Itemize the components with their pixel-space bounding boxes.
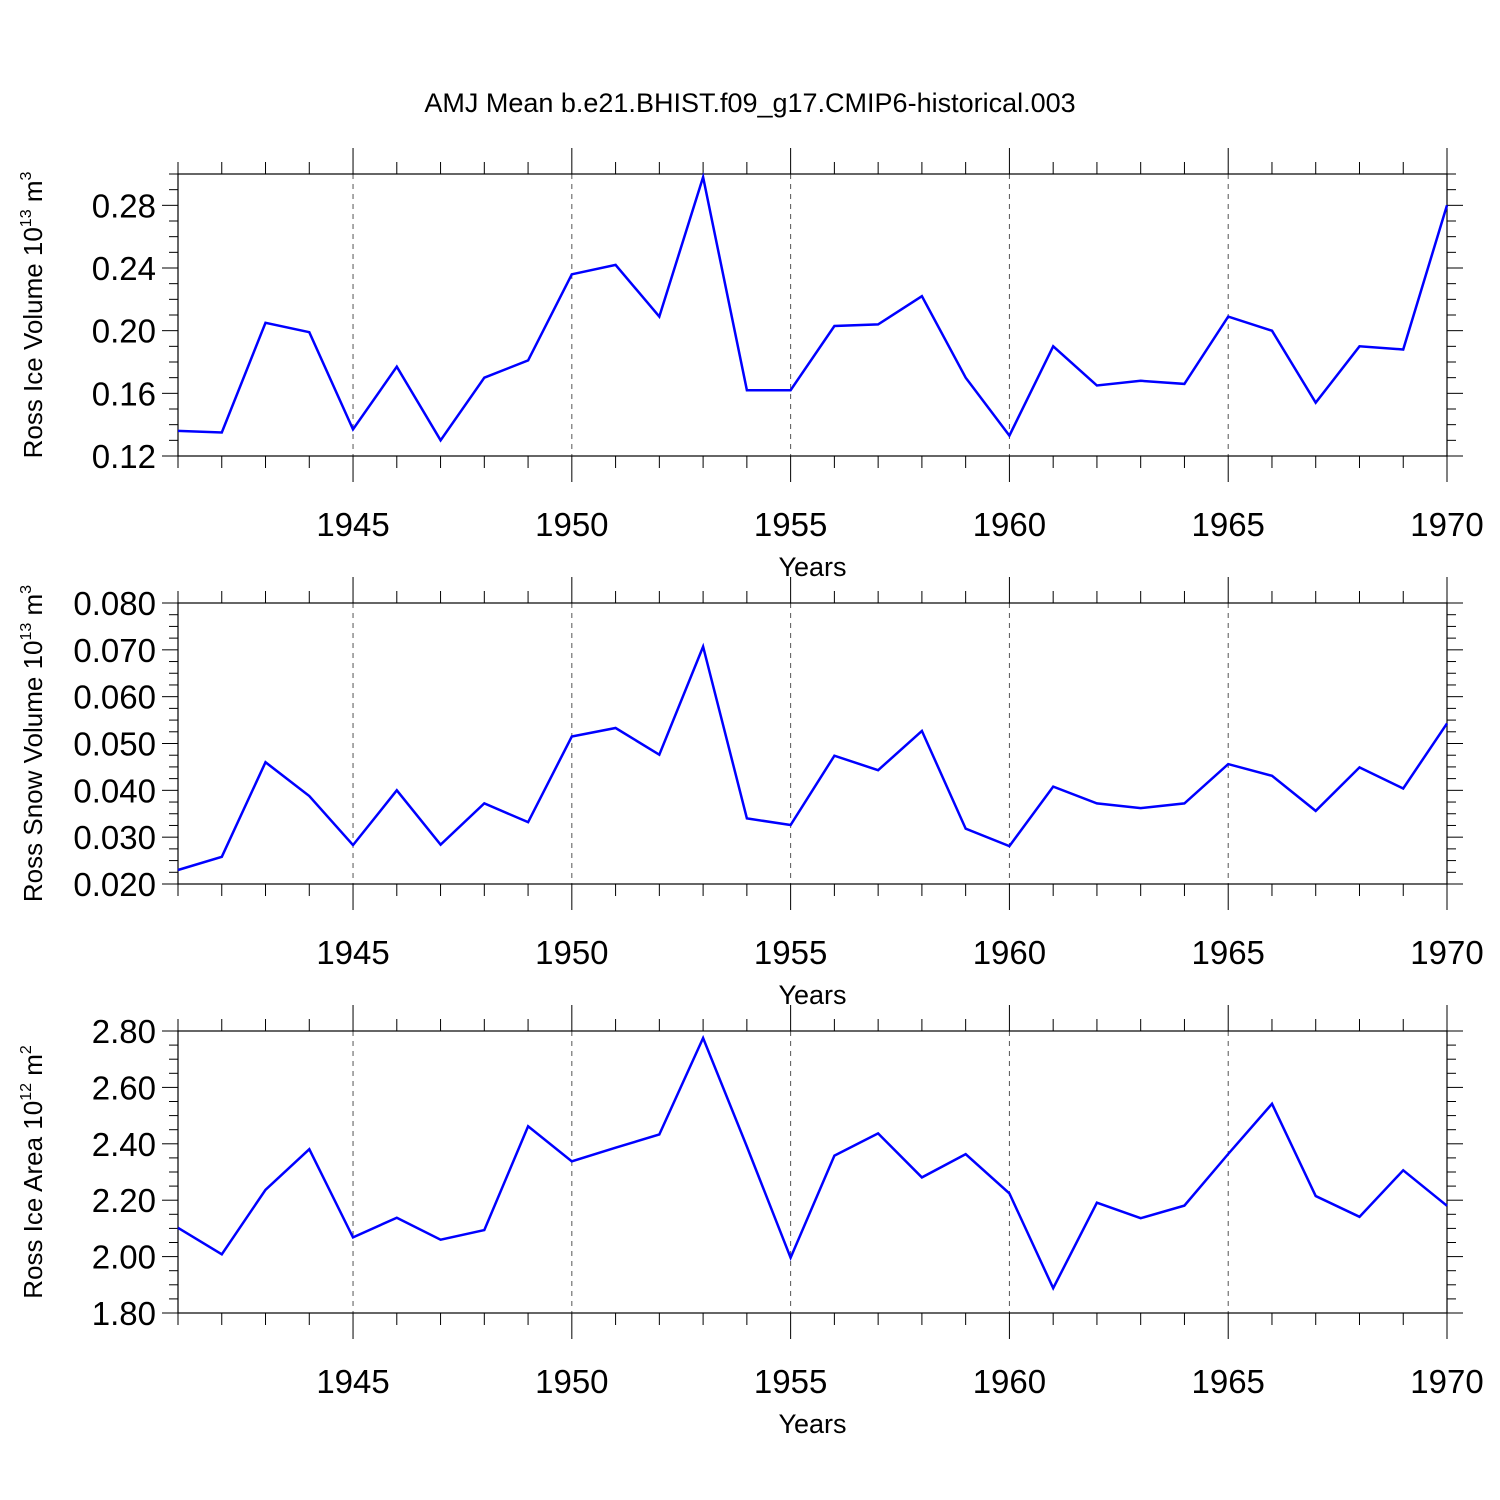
y-tick-label: 2.60 <box>92 1069 156 1106</box>
series-line <box>177 172 1449 443</box>
y-tick-label: 0.12 <box>92 438 156 475</box>
y-tick-label: 0.080 <box>73 585 156 622</box>
chart-panel-3: 1945 1950 1955 1960 1965 1970 Years 1.80 2.00 2.2… <box>18 1005 1484 1439</box>
y-axis-label-unit: m <box>18 1054 48 1083</box>
x-tick-label: 1960 <box>973 1363 1046 1400</box>
chart-panel-2: 1945 1950 1955 1960 1965 1970 Years 0.020 0.030 0… <box>18 577 1484 1010</box>
panels: 1945 1950 1955 1960 1965 1970 Years 0.12 0.16 0.2… <box>18 148 1484 1439</box>
y-tick-label: 0.040 <box>73 772 156 809</box>
y-axis-label-text: Ross Ice Area 10 <box>18 1101 48 1299</box>
y-tick-label: 0.030 <box>73 819 156 856</box>
y-axis-label-exponent: 13 <box>18 623 35 641</box>
chart-panel-1: 1945 1950 1955 1960 1965 1970 Years 0.12 0.16 0.2… <box>18 148 1484 582</box>
x-tick-label: 1955 <box>754 1363 827 1400</box>
x-tick-label: 1965 <box>1191 506 1264 543</box>
y-tick-label: 0.28 <box>92 187 156 224</box>
x-tick-label: 1960 <box>973 506 1046 543</box>
y-tick-label: 2.00 <box>92 1239 156 1276</box>
y-tick-label: 2.40 <box>92 1126 156 1163</box>
x-tick-label: 1945 <box>316 934 389 971</box>
y-tick-label: 1.80 <box>92 1295 156 1332</box>
x-tick-label: 1965 <box>1191 934 1264 971</box>
y-axis-label-exponent: 13 <box>18 209 35 227</box>
x-tick-label: 1965 <box>1191 1363 1264 1400</box>
y-axis-label-unit-exponent: 2 <box>18 1045 35 1054</box>
y-axis-label-text: Ross Ice Volume 10 <box>18 227 48 458</box>
y-axis-label-unit: m <box>18 594 48 623</box>
x-tick-label: 1945 <box>316 1363 389 1400</box>
y-tick-label: 0.070 <box>73 632 156 669</box>
x-tick-label: 1950 <box>535 506 608 543</box>
y-axis-label: Ross Ice Area 1012 m2 <box>18 1045 48 1299</box>
y-tick-label: 0.020 <box>73 866 156 903</box>
y-axis-label-text: Ross Snow Volume 10 <box>18 641 48 903</box>
y-tick-label: 0.060 <box>73 679 156 716</box>
x-tick-label: 1950 <box>535 1363 608 1400</box>
y-tick-label: 2.20 <box>92 1182 156 1219</box>
figure-title: AMJ Mean b.e21.BHIST.f09_g17.CMIP6-histo… <box>424 88 1075 118</box>
x-tick-label: 1970 <box>1410 506 1483 543</box>
x-tick-label: 1950 <box>535 934 608 971</box>
x-tick-label: 1970 <box>1410 1363 1483 1400</box>
x-tick-label: 1945 <box>316 506 389 543</box>
y-tick-label: 0.20 <box>92 313 156 350</box>
y-tick-label: 0.24 <box>92 250 156 287</box>
y-axis-label: Ross Snow Volume 1013 m3 <box>18 585 48 902</box>
x-tick-label: 1955 <box>754 934 827 971</box>
x-axis-label: Years <box>778 552 846 582</box>
x-tick-label: 1955 <box>754 506 827 543</box>
x-axis-label: Years <box>778 1409 846 1439</box>
y-axis-label-exponent: 12 <box>18 1083 35 1101</box>
y-axis-label-unit-exponent: 3 <box>18 585 35 594</box>
series-line <box>177 642 1449 872</box>
y-tick-label: 0.16 <box>92 375 156 412</box>
x-axis-label: Years <box>778 980 846 1010</box>
series-line <box>177 1034 1448 1292</box>
x-tick-label: 1970 <box>1410 934 1483 971</box>
y-tick-label: 2.80 <box>92 1013 156 1050</box>
y-tick-label: 0.050 <box>73 726 156 763</box>
x-tick-label: 1960 <box>973 934 1046 971</box>
y-axis-label-unit: m <box>18 180 48 209</box>
y-axis-label-unit-exponent: 3 <box>18 171 35 180</box>
y-axis-label: Ross Ice Volume 1013 m3 <box>18 171 48 458</box>
